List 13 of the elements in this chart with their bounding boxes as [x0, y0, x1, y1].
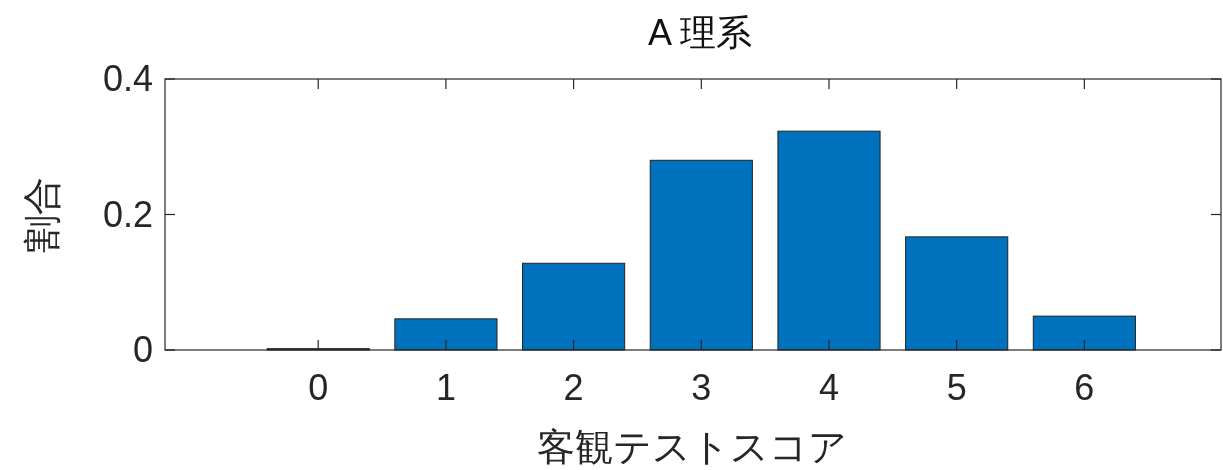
- y-tick-label: 0.4: [102, 58, 153, 99]
- y-axis-title: 割合: [21, 176, 63, 253]
- x-tick-label: 6: [1074, 367, 1095, 408]
- x-tick-label: 4: [818, 367, 840, 408]
- x-tick-label: 2: [563, 367, 584, 408]
- x-tick-label: 0: [308, 367, 329, 408]
- x-tick-label: 1: [435, 367, 456, 408]
- y-tick-label: 0.2: [102, 193, 153, 235]
- x-tick-label: 5: [946, 367, 967, 408]
- y-tick-label: 0: [132, 329, 153, 370]
- chart-title: A 理系: [647, 12, 753, 53]
- x-tick-label: 3: [691, 367, 712, 408]
- x-axis-title: 客観テストスコア: [537, 426, 847, 468]
